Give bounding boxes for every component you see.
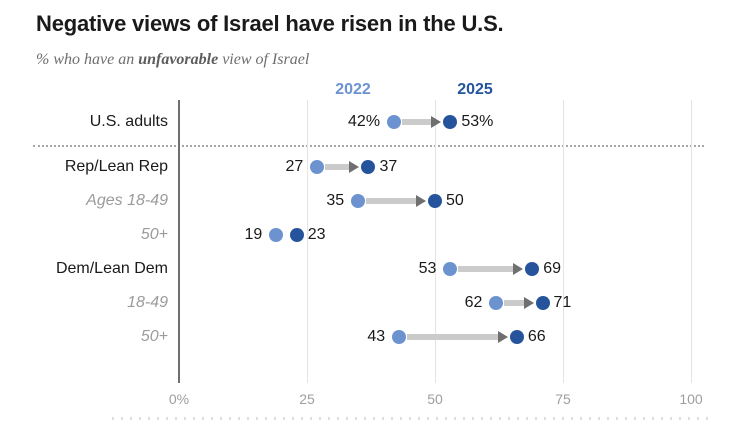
value-label-2025: 69: [543, 260, 562, 277]
arrow-shaft: [407, 334, 500, 340]
arrow-head-icon: [497, 331, 508, 343]
subtitle-suffix: view of Israel: [218, 51, 310, 68]
arrow-head-icon: [513, 263, 524, 275]
arrow-head-icon: [523, 297, 534, 309]
subtitle-emphasis: unfavorable: [138, 51, 219, 68]
dot-2025: [509, 330, 524, 344]
category-label: Ages 18-49: [86, 192, 168, 209]
gridline: [306, 100, 308, 383]
value-label-2025: 66: [527, 328, 546, 345]
value-label-2022: 27: [285, 158, 304, 175]
axis-tick-label: 100: [679, 391, 703, 407]
arrow-shaft: [504, 300, 526, 306]
dot-2025: [361, 160, 376, 174]
dot-2025: [289, 228, 304, 242]
arrow-head-icon: [431, 116, 442, 128]
dot-2022: [392, 330, 407, 344]
category-label: Rep/Lean Rep: [64, 158, 168, 175]
category-label: 18-49: [127, 294, 168, 311]
axis-tick-label: 50: [427, 391, 443, 407]
value-label-2022: 53: [418, 260, 437, 277]
dot-2022: [351, 194, 366, 208]
dot-2025: [443, 115, 458, 129]
dot-2022: [489, 296, 504, 310]
dot-2025: [535, 296, 550, 310]
value-label-2025: 37: [379, 158, 398, 175]
chart-title: Negative views of Israel have risen in t…: [36, 11, 504, 36]
axis-tick-label: 25: [299, 391, 315, 407]
arrow-shaft: [458, 266, 516, 272]
category-label: U.S. adults: [89, 113, 168, 130]
value-label-2022: 35: [326, 192, 345, 209]
legend-label-2022: 2022: [335, 81, 371, 98]
subtitle-prefix: % who have an: [36, 51, 139, 68]
value-label-2022: 19: [244, 226, 263, 243]
dot-2022: [310, 160, 325, 174]
value-label-2022: 42%: [348, 113, 381, 130]
category-label: Dem/Lean Dem: [55, 260, 168, 277]
value-label-2025: 23: [307, 226, 326, 243]
gridline: [690, 100, 692, 383]
dot-2022: [443, 262, 458, 276]
legend-label-2025: 2025: [457, 81, 493, 98]
axis-tick-label: 75: [555, 391, 571, 407]
category-label: 50+: [140, 226, 168, 243]
dot-2025: [428, 194, 442, 208]
chart-subtitle: % who have an unfavorable view of Israel: [36, 51, 309, 69]
arrow-head-icon: [416, 195, 426, 207]
dot-2022: [269, 228, 284, 242]
gridline: [562, 100, 564, 383]
clipped-caption-remnant: [112, 417, 712, 420]
value-label-2025: 71: [553, 294, 572, 311]
value-label-2025: 50: [446, 192, 464, 209]
x-axis-zero-line: [178, 100, 180, 383]
value-label-2022: 62: [464, 294, 483, 311]
gridline: [434, 100, 436, 383]
dot-2022: [387, 115, 402, 129]
value-label-2025: 53%: [461, 113, 494, 130]
arrow-shaft: [402, 119, 434, 125]
dot-2025: [525, 262, 540, 276]
arrow-shaft: [325, 164, 352, 170]
arrow-shaft: [366, 198, 418, 204]
separator-dotted-line: [33, 145, 704, 147]
category-label: 50+: [140, 328, 168, 345]
axis-tick-label: 0%: [168, 391, 190, 407]
arrow-head-icon: [349, 161, 360, 173]
value-label-2022: 43: [367, 328, 386, 345]
